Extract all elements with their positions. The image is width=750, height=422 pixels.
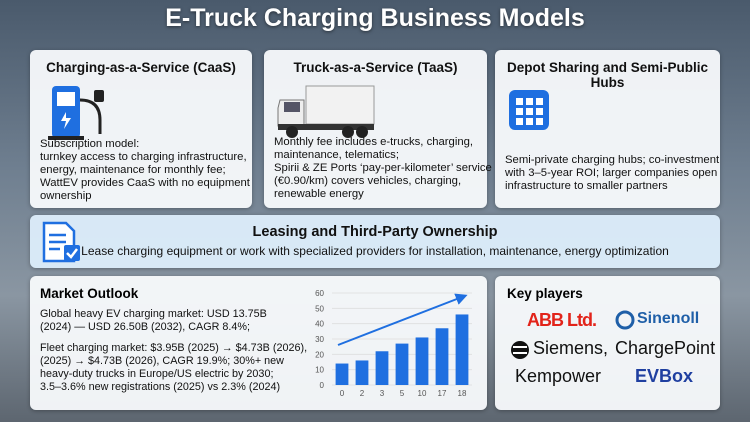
card-title: Truck-as-a-Service (TaaS) — [293, 60, 458, 75]
text-line: renewable energy — [274, 188, 364, 200]
truck-icon — [277, 85, 375, 138]
card-text: Semi-private charging hubs; co-investmen… — [505, 154, 719, 193]
text-line: ownership — [40, 190, 92, 202]
card-title: Market Outlook — [40, 286, 139, 301]
text-line: (2025) → $4.73B (2026), CAGR 19.9%; 30%+… — [40, 355, 284, 367]
text-line: 3.5–3.6% new registrations (2025) vs 2.3… — [40, 381, 281, 393]
card: Market Outlook Global heavy EV charging … — [30, 276, 487, 410]
text-line: turnkey access to charging infrastructur… — [40, 151, 247, 163]
text-line: (2024) — USD 26.50B (2032), CAGR 8.4%; — [40, 321, 251, 333]
card-title: Charging-as-a-Service (CaaS) — [46, 60, 236, 75]
text-line: Global heavy EV charging market: USD 13.… — [40, 308, 267, 320]
text-line: (€0.90/km) covers vehicles, charging, — [274, 175, 462, 187]
document-icon — [42, 221, 80, 263]
player: ChargePoint — [615, 338, 716, 358]
text-line: Semi-private charging hubs; co-investmen… — [505, 154, 720, 166]
text-line: Subscription model: — [40, 138, 140, 150]
banner-title: Leasing and Third-Party Ownership — [252, 224, 498, 240]
player: Kempower — [515, 366, 602, 386]
text-line: with 3–5-year ROI; larger companies open — [505, 167, 718, 179]
card-title: Key players — [507, 286, 583, 301]
player: Sinenoll — [637, 310, 700, 327]
text-line: infrastructure to smaller partners — [505, 180, 668, 192]
building-icon — [509, 90, 549, 130]
card: Key players ABB Ltd. Sinenoll Siemens, C… — [495, 276, 720, 410]
text-line: WattEV provides CaaS with no equipment — [40, 177, 250, 189]
page-title: E-Truck Charging Business Models — [165, 4, 585, 32]
card-title: Depot Sharing and Semi-Public Hubs — [506, 60, 709, 90]
card-text: Monthly fee includes e-trucks, charging,… — [274, 136, 492, 201]
player: Siemens, — [533, 338, 609, 358]
text-line: Fleet charging market: $3.95B (2025) → $… — [40, 342, 308, 354]
logo-mark — [511, 341, 529, 359]
charger-icon — [48, 86, 104, 140]
text-line: Monthly fee includes e-trucks, charging, — [274, 136, 474, 148]
text-line: maintenance, telematics; — [274, 149, 399, 161]
card: Charging-as-a-Service (CaaS) Subscriptio… — [30, 50, 252, 208]
banner: Leasing and Third-Party Ownership Lease … — [30, 215, 720, 268]
text-line: Spirii & ZE Ports ‘pay-per-kilometer’ se… — [274, 162, 492, 174]
card: Depot Sharing and Semi-Public Hubs Semi-… — [495, 50, 720, 208]
card: Truck-as-a-Service (TaaS) Monthly fee in… — [264, 50, 492, 208]
player: EVBox — [635, 366, 694, 386]
player: ABB Ltd. — [527, 310, 597, 330]
banner-text: Lease charging equipment or work with sp… — [81, 244, 669, 258]
card-text: Subscription model: turnkey access to cha… — [40, 138, 250, 203]
logo-mark — [615, 310, 635, 330]
text-line: energy, maintenance for monthly fee; — [40, 164, 226, 176]
card-text: Global heavy EV charging market: USD 13.… — [40, 308, 307, 394]
text-line: heavy-duty trucks in Europe/US electric … — [40, 368, 274, 380]
